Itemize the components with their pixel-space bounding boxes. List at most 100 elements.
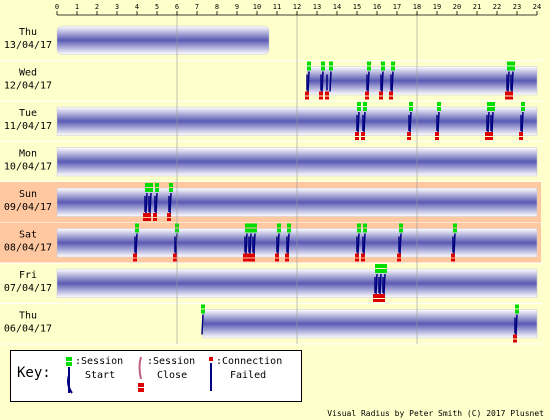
row-tue-2-close-mark-a-5 (489, 132, 493, 136)
row-thu-7-start-stem-0 (201, 314, 204, 335)
row-fri-6-close-mark-a-0 (373, 294, 377, 298)
x-tick-label-19: 19 (433, 3, 441, 11)
row-wed-1-start-mark-b-7 (511, 66, 515, 71)
key-session-close-line2: Close (157, 370, 188, 381)
row-tue-2-start-mark-b-6 (521, 107, 525, 111)
row-sat-5-start-stem-5 (277, 233, 280, 254)
row-sat-5-start-mark-b-8 (363, 228, 367, 233)
key-connection-failed-line2: Failed (230, 370, 267, 381)
row-tue-2-start-mark-a-6 (521, 102, 525, 106)
row-fri-6-start-mark-a-0 (375, 264, 379, 268)
row-thu-7-start-stem-1 (515, 314, 518, 335)
row-wed-1-close-mark-b-3 (365, 96, 369, 100)
row-sat-5-start-mark-a-0 (135, 223, 139, 228)
row-sat-5-start-mark-b-6 (287, 228, 291, 233)
row-thu-0-connection-bar-0 (56, 25, 270, 55)
row-thu-7-close-mark-a-0 (513, 334, 517, 339)
row-sat-5-close-mark-a-6 (285, 253, 289, 258)
x-tick-label-17: 17 (393, 3, 401, 11)
row-tue-2-close-mark-a-1 (361, 132, 365, 136)
row-sat-5-day-label: Sat (19, 230, 37, 241)
row-thu-0-day-label: Thu (19, 27, 37, 38)
row-tue-2-close-mark-a-3 (435, 132, 439, 136)
x-tick-label-4: 4 (135, 3, 139, 11)
row-wed-1-start-mark-a-5 (391, 61, 395, 66)
x-tick-label-13: 13 (313, 3, 321, 11)
row-sun-4-close-mark-a-3 (167, 213, 171, 217)
row-thu-7-close-mark-b-0 (513, 339, 517, 343)
row-wed-1-start-mark-a-6 (507, 61, 511, 66)
row-sat-5-start-mark-a-8 (363, 223, 367, 228)
row-wed-1-close-mark-a-3 (365, 91, 369, 96)
row-wed-1-start-stem-1 (321, 71, 324, 92)
row-sat-5-start-mark-b-7 (357, 228, 361, 233)
row-fri-6-start-stem-2 (383, 273, 386, 295)
x-tick-label-16: 16 (373, 3, 381, 11)
row-tue-2-start-stem-1 (363, 111, 366, 133)
row-sun-4-close-mark-b-2 (153, 218, 157, 221)
row-fri-6-start-mark-a-2 (383, 264, 387, 268)
row-tue-2-start-mark-b-4 (487, 107, 491, 111)
key-legend: Key: :Session Start :Session Close :Conn… (10, 350, 302, 402)
row-wed-1-start-mark-b-1 (321, 66, 325, 71)
row-sat-5-start-mark-a-4 (253, 223, 257, 228)
row-tue-2-start-mark-a-0 (357, 102, 361, 106)
x-tick-label-23: 23 (513, 3, 521, 11)
row-fri-6-start-mark-b-0 (375, 269, 379, 273)
row-wed-1-start-stem-0 (307, 71, 310, 92)
x-tick-label-10: 10 (253, 3, 261, 11)
row-tue-2-start-mark-b-0 (357, 107, 361, 111)
row-wed-1-date-label: 12/04/17 (4, 81, 52, 92)
x-tick-label-5: 5 (155, 3, 159, 11)
row-sat-5-start-stem-10 (453, 233, 456, 254)
row-sun-4-start-stem-2 (155, 192, 158, 214)
row-fri-6-start-mark-a-1 (379, 264, 383, 268)
row-tue-2-close-mark-b-1 (361, 137, 365, 140)
row-sun-4-close-mark-b-3 (167, 218, 171, 221)
connection-failed-icon (209, 357, 213, 391)
row-sat-5-start-mark-a-7 (357, 223, 361, 228)
row-thu-0-date-label: 13/04/17 (4, 40, 52, 51)
row-tue-2-close-mark-a-2 (407, 132, 411, 136)
row-thu-7-connection-bar-0 (202, 309, 538, 339)
row-wed-1-start-mark-a-4 (381, 61, 385, 66)
row-sat-5-start-stem-4 (253, 233, 256, 254)
x-tick-label-1: 1 (75, 3, 79, 11)
row-sat-5-start-stem-6 (287, 233, 290, 254)
row-sat-5-close-mark-a-2 (243, 253, 247, 258)
row-sat-5-start-stem-7 (357, 233, 360, 254)
row-thu-7-start-mark-b-1 (515, 309, 519, 314)
row-sat-5-start-stem-9 (399, 233, 402, 254)
footer-credit: Visual Radius by Peter Smith (C) 2017 Pl… (327, 409, 544, 418)
row-sat-5-close-mark-b-5 (275, 258, 279, 262)
row-sat-5-start-stem-2 (245, 233, 248, 254)
x-tick-label-14: 14 (333, 3, 341, 11)
row-tue-2-start-mark-a-2 (409, 102, 413, 106)
row-sat-5-close-mark-a-10 (451, 253, 455, 258)
row-thu-7-start-mark-a-1 (515, 304, 519, 309)
row-sat-5-close-mark-b-0 (133, 258, 137, 262)
row-wed-1-start-mark-b-4 (381, 66, 385, 71)
row-wed-1-close-mark-b-1 (319, 96, 323, 100)
row-sat-5-close-mark-b-6 (285, 258, 289, 262)
row-sat-5-start-mark-a-5 (277, 223, 281, 228)
row-fri-6-close-mark-b-1 (377, 299, 381, 302)
row-tue-2-start-mark-a-3 (437, 102, 441, 106)
x-tick-label-22: 22 (493, 3, 501, 11)
row-sat-5-start-mark-a-9 (399, 223, 403, 228)
x-tick-label-11: 11 (273, 3, 281, 11)
row-sat-5-close-mark-b-2 (243, 258, 247, 262)
row-sat-5-close-mark-b-3 (247, 258, 251, 262)
row-sat-5-start-mark-b-4 (253, 228, 257, 233)
x-tick-label-18: 18 (413, 3, 421, 11)
row-sat-5-start-stem-3 (249, 233, 252, 254)
row-wed-1-start-mark-a-2 (329, 61, 333, 66)
row-wed-1-close-mark-b-6 (505, 96, 509, 100)
session-close-icon (138, 356, 144, 392)
row-tue-2-day-label: Tue (19, 108, 37, 119)
row-sat-5-close-mark-a-1 (173, 253, 177, 258)
row-sat-5-close-mark-b-4 (251, 258, 255, 262)
row-wed-1-start-mark-a-7 (511, 61, 515, 66)
row-tue-2-start-mark-b-1 (363, 107, 367, 111)
x-tick-label-8: 8 (215, 3, 219, 11)
